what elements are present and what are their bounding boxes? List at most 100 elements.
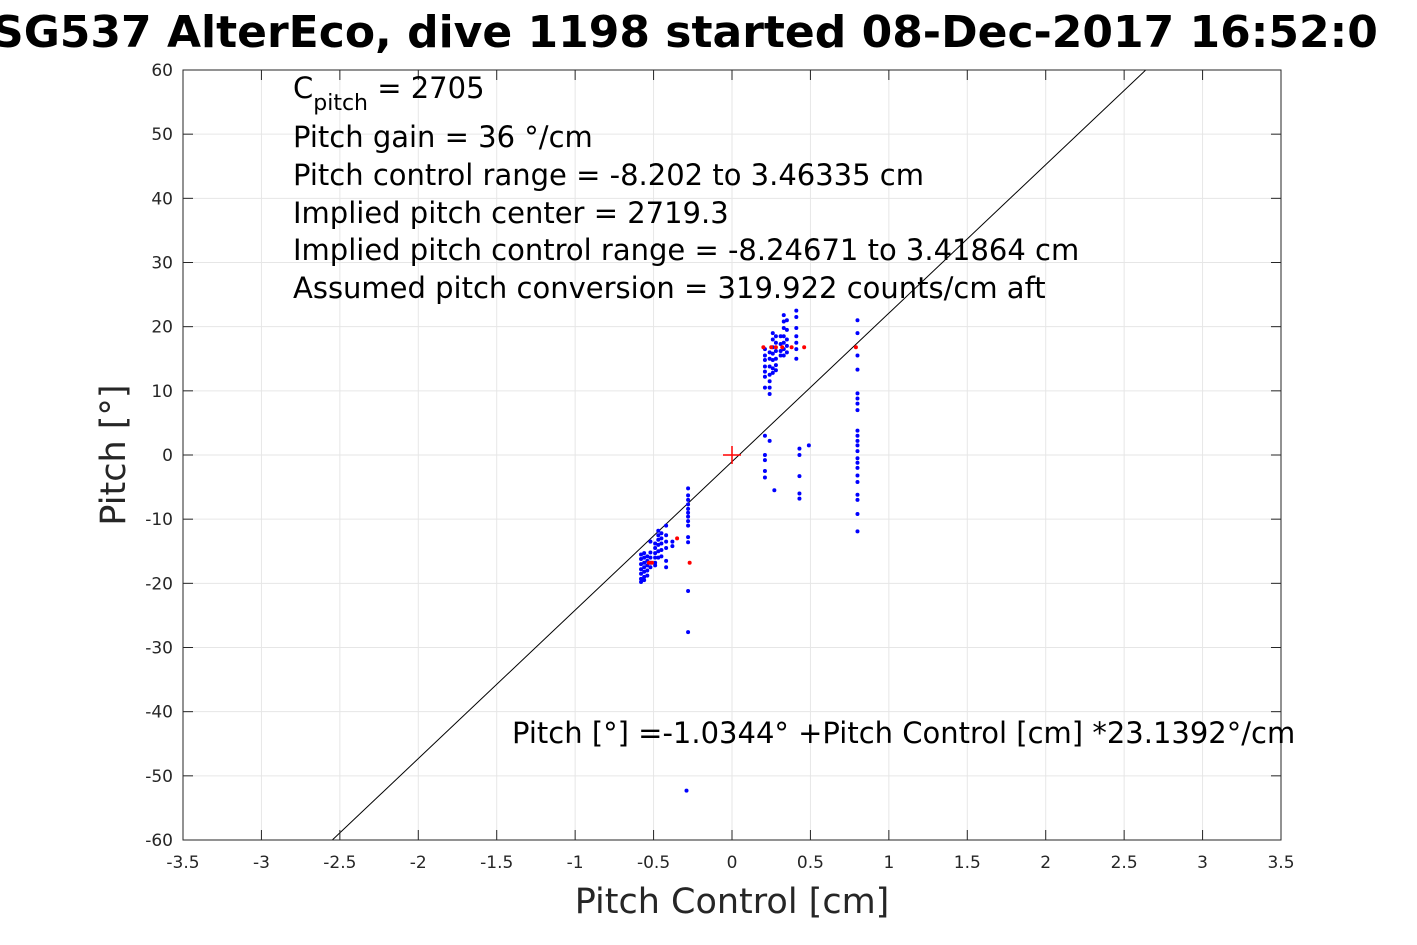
blue-data-point: [648, 539, 653, 544]
blue-data-point: [778, 334, 783, 339]
blue-data-point: [642, 551, 647, 556]
blue-data-point: [794, 315, 799, 320]
blue-data-point: [855, 401, 860, 406]
blue-data-point: [648, 550, 653, 555]
blue-data-point: [659, 554, 664, 559]
red-data-point: [780, 345, 785, 350]
blue-data-point: [642, 574, 647, 579]
blue-data-point: [664, 558, 669, 563]
blue-data-point: [639, 567, 644, 572]
blue-data-point: [855, 367, 860, 372]
blue-data-point: [642, 565, 647, 570]
blue-data-point: [767, 356, 772, 361]
x-tick-label: 2.5: [1111, 853, 1138, 873]
blue-data-point: [686, 510, 691, 515]
blue-data-point: [642, 555, 647, 560]
blue-data-point: [773, 340, 778, 345]
blue-data-point: [797, 491, 802, 496]
blue-data-point: [656, 537, 661, 542]
blue-data-point: [686, 523, 691, 528]
annotation-cpitch: Cpitch = 2705: [293, 71, 485, 116]
blue-data-point: [686, 486, 691, 491]
blue-data-point: [778, 341, 783, 346]
blue-data-point: [770, 337, 775, 342]
x-tick-label: 2: [1040, 853, 1051, 873]
blue-data-point: [684, 788, 689, 793]
blue-data-point: [767, 438, 772, 443]
blue-data-point: [855, 318, 860, 323]
blue-data-point: [767, 379, 772, 384]
blue-data-point: [767, 350, 772, 355]
blue-data-point: [767, 372, 772, 377]
blue-data-point: [653, 551, 658, 556]
blue-data-point: [855, 433, 860, 438]
chart-title: SG537 AlterEco, dive 1198 started 08-Dec…: [0, 7, 1378, 58]
blue-data-point: [762, 453, 767, 457]
blue-data-point: [855, 331, 860, 336]
blue-data-point: [855, 497, 860, 502]
blue-data-point: [653, 555, 658, 560]
blue-data-point: [794, 356, 799, 361]
blue-data-point: [686, 519, 691, 524]
blue-data-point: [778, 349, 783, 354]
blue-data-point: [855, 396, 860, 401]
blue-data-point: [806, 443, 811, 448]
blue-data-point: [645, 568, 650, 573]
blue-data-point: [855, 353, 860, 358]
blue-data-point: [855, 408, 860, 413]
blue-data-point: [762, 433, 767, 438]
blue-data-point: [639, 571, 644, 576]
blue-data-point: [784, 327, 789, 332]
blue-data-point: [642, 560, 647, 565]
red-data-point: [789, 345, 794, 350]
blue-data-point: [686, 502, 691, 507]
y-tick-label: 0: [162, 446, 173, 466]
blue-data-point: [797, 446, 802, 451]
blue-data-point: [762, 385, 767, 390]
blue-data-point: [855, 473, 860, 478]
blue-data-point: [639, 556, 644, 561]
y-tick-label: 20: [151, 318, 173, 338]
center-plus-marker: [723, 446, 741, 464]
y-tick-label: -20: [145, 574, 173, 594]
blue-data-point: [642, 569, 647, 574]
blue-data-point: [773, 368, 778, 373]
blue-data-point: [686, 506, 691, 511]
blue-data-point: [855, 529, 860, 534]
annotation-implied-center: Implied pitch center = 2719.3: [293, 196, 729, 230]
blue-data-point: [648, 565, 653, 570]
x-tick-label: 0: [727, 853, 738, 873]
blue-data-point: [659, 531, 664, 536]
blue-data-point: [762, 458, 767, 463]
blue-data-point: [656, 549, 661, 554]
center-marker-layer: [723, 446, 741, 464]
blue-data-point: [797, 496, 802, 501]
blue-data-point: [762, 358, 767, 363]
blue-data-point: [656, 528, 661, 533]
blue-data-point: [642, 578, 647, 583]
blue-data-point: [855, 479, 860, 484]
blue-data-point: [686, 514, 691, 519]
y-tick-labels: -60 -50 -40 -30 -20 -10 0 10 20 30 40 50 60: [145, 61, 173, 851]
x-tick-label: -2.5: [323, 853, 356, 873]
blue-data-point: [770, 370, 775, 375]
data-points-layer: [639, 308, 860, 793]
blue-data-point: [773, 356, 778, 361]
blue-data-point: [639, 562, 644, 567]
blue-data-point: [686, 497, 691, 502]
blue-data-point: [784, 318, 789, 323]
blue-data-point: [781, 313, 786, 318]
blue-data-point: [794, 334, 799, 339]
red-data-point: [687, 560, 692, 565]
y-tick-label: 40: [151, 189, 173, 209]
blue-data-point: [656, 542, 661, 547]
annotation-control-range: Pitch control range = -8.202 to 3.46335 …: [293, 158, 924, 192]
y-tick-label: -60: [145, 831, 173, 851]
x-tick-label: -1.5: [480, 853, 513, 873]
red-data-point: [761, 345, 766, 350]
blue-data-point: [855, 438, 860, 443]
blue-data-point: [855, 512, 860, 517]
red-data-point: [802, 345, 807, 350]
blue-data-point: [659, 541, 664, 546]
